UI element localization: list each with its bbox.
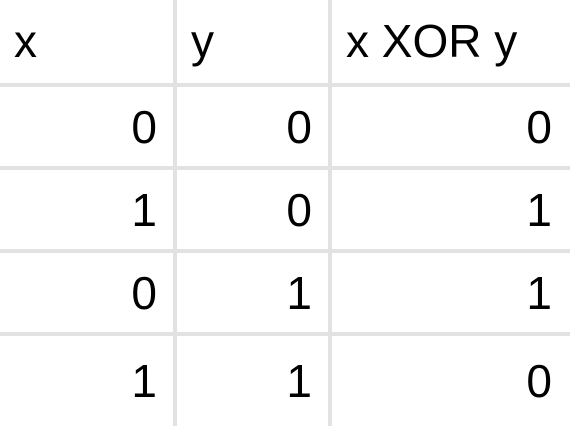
cell-xor[interactable]: 0 (332, 87, 570, 170)
cell-xor[interactable]: 0 (526, 355, 552, 407)
cell-xor[interactable]: 1 (332, 170, 570, 253)
header-cell-xor[interactable]: x XOR y (332, 0, 570, 87)
cell-x[interactable]: 1 (0, 336, 177, 426)
cell-x[interactable]: 0 (0, 87, 177, 170)
cell-xor[interactable]: 1 (332, 253, 570, 336)
cell-x[interactable]: 1 (0, 170, 177, 253)
header-cell-x[interactable]: x (0, 0, 177, 87)
cell-y[interactable]: 0 (177, 170, 332, 253)
cell-y[interactable]: 1 (177, 336, 332, 426)
cell-y[interactable]: 0 (177, 87, 332, 170)
cell-y[interactable]: 1 (177, 253, 332, 336)
header-cell-y[interactable]: y (177, 0, 332, 87)
cell-x[interactable]: 0 (0, 253, 177, 336)
